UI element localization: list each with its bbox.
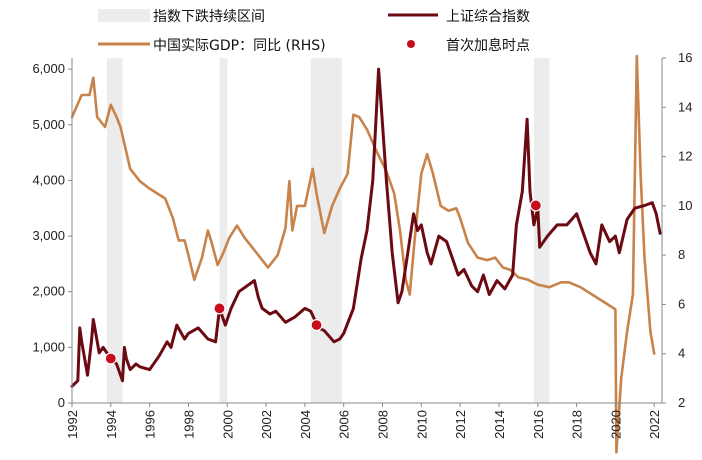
sse-index-line — [70, 67, 662, 388]
rate-hike-points — [104, 199, 542, 365]
x-tick-label-3: 1998 — [181, 410, 196, 439]
y-tick-right-label-7: 16 — [678, 50, 692, 65]
x-tick-label-1: 1994 — [104, 410, 119, 439]
x-tick-label-13: 2018 — [570, 410, 585, 439]
y-tick-right-label-1: 4 — [678, 346, 685, 361]
x-tick-label-0: 1992 — [65, 410, 80, 439]
y-tick-left-label-1: 1,000 — [32, 339, 65, 354]
rate-hike-point-2 — [310, 318, 323, 332]
decline-band-1 — [219, 58, 228, 403]
x-tick-label-8: 2008 — [376, 410, 391, 439]
legend-band-swatch — [98, 9, 150, 22]
legend-label-sse: 上证综合指数 — [446, 9, 530, 25]
y-tick-right-label-2: 6 — [678, 296, 685, 311]
y-tick-right-label-0: 2 — [678, 395, 685, 410]
x-tick-label-9: 2010 — [414, 410, 429, 439]
legend-label-band: 指数下跌持续区间 — [153, 8, 265, 25]
y-tick-left-label-6: 6,000 — [32, 61, 65, 76]
series-lines — [70, 54, 662, 454]
rate-hike-point-3 — [529, 199, 542, 212]
x-tick-label-5: 2002 — [259, 410, 274, 439]
y-tick-left-label-4: 4,000 — [32, 172, 65, 187]
x-tick-label-14: 2020 — [608, 410, 623, 439]
decline-bands — [106, 58, 550, 403]
rate-hike-point-0 — [104, 352, 117, 365]
decline-band-0 — [106, 58, 123, 403]
y-tick-left-label-3: 3,000 — [32, 228, 65, 243]
y-tick-right-label-5: 12 — [678, 149, 692, 164]
decline-band-3 — [533, 58, 550, 403]
rate-hike-point-1 — [213, 302, 226, 315]
y-tick-right-label-6: 14 — [678, 99, 692, 114]
x-tick-label-15: 2022 — [647, 410, 662, 439]
x-tick-label-11: 2014 — [492, 410, 507, 439]
x-tick-label-12: 2016 — [531, 410, 546, 439]
gdp-yoy-line — [70, 54, 656, 454]
y-tick-left-label-0: 0 — [58, 395, 65, 410]
axes: 0 1,000 2,000 3,000 4,000 5,000 6,000 2 4 6 8 10 12 1… — [32, 50, 692, 439]
x-tick-label-4: 2000 — [220, 410, 235, 439]
x-tick-label-10: 2012 — [453, 410, 468, 439]
x-tick-label-2: 1996 — [143, 410, 158, 439]
legend-label-gdp: 中国实际GDP：同比 (RHS) — [153, 38, 326, 54]
y-tick-left-label-5: 5,000 — [32, 117, 65, 132]
x-tick-label-6: 2004 — [298, 410, 313, 439]
legend-dot-swatch — [407, 40, 415, 48]
legend-label-hike: 首次加息时点 — [446, 37, 530, 54]
x-tick-label-7: 2006 — [337, 410, 352, 439]
y-tick-right-label-3: 8 — [678, 247, 685, 262]
y-tick-left-label-2: 2,000 — [32, 284, 65, 299]
legend: 指数下跌持续区间 上证综合指数 中国实际GDP：同比 (RHS) 首次加息时点 — [98, 8, 530, 54]
y-tick-right-label-4: 10 — [678, 198, 692, 213]
